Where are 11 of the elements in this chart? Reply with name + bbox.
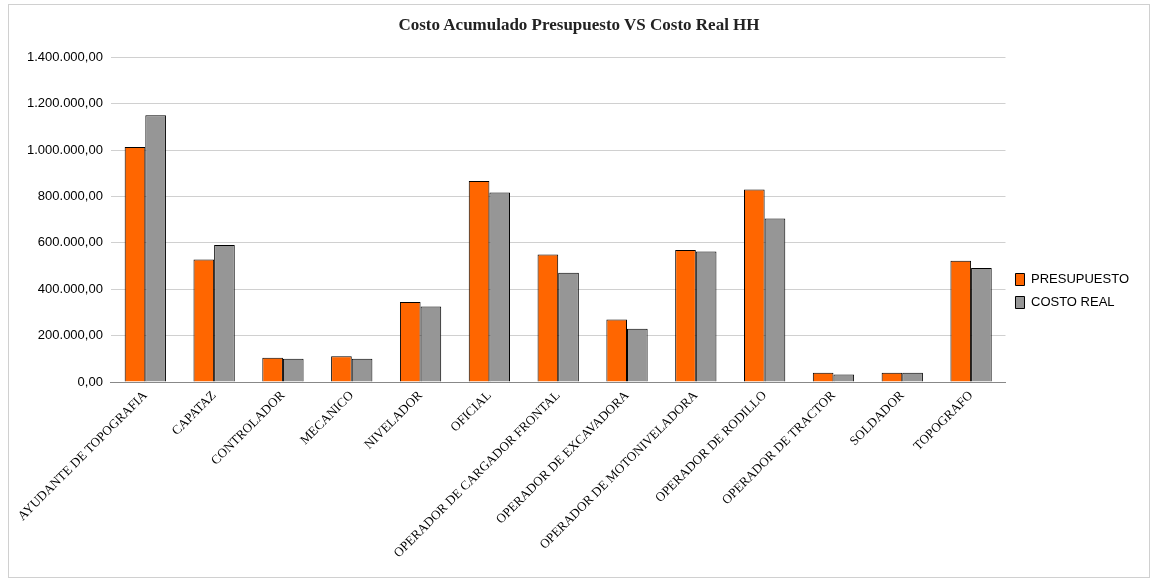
y-tick-label: 800.000,00 — [37, 188, 103, 204]
y-tick-label: 600.000,00 — [37, 234, 103, 250]
y-tick-label: 0,00 — [77, 373, 103, 389]
legend-label: COSTO REAL — [1030, 294, 1115, 310]
y-tick-label: 1.200.000,00 — [27, 95, 103, 111]
y-tick-label: 200.000,00 — [37, 327, 103, 343]
legend-label: PRESUPUESTO — [1030, 271, 1130, 287]
y-tick-label: 400.000,00 — [37, 280, 103, 296]
y-tick-label: 1.400.000,00 — [27, 48, 103, 64]
y-tick-label: 1.000.000,00 — [27, 141, 103, 157]
chart-title: Costo Acumulado Presupuesto VS Costo Real HH — [398, 14, 760, 34]
